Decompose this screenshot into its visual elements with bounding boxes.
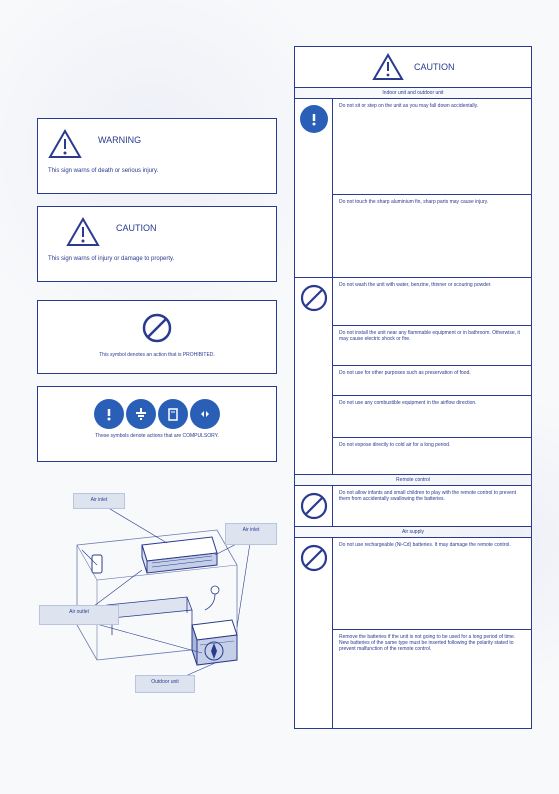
caution-table: CAUTION Indoor unit and outdoor unit Do … xyxy=(294,46,532,729)
warning-triangle-icon xyxy=(48,129,82,159)
compulsory-symbol-box: These symbols denote actions that are CO… xyxy=(37,386,277,462)
unplug-icon xyxy=(158,399,188,429)
ground-icon xyxy=(126,399,156,429)
table-cell: Do not sit or step on the unit as you ma… xyxy=(333,99,531,195)
prohibit-caption: This symbol denotes an action that is PR… xyxy=(46,352,268,358)
diagram-label-air-inlet-indoor: Air inlet xyxy=(73,493,125,509)
table-cell: Do not use for other purposes such as pr… xyxy=(333,366,531,396)
row-icon-cell xyxy=(295,538,333,728)
diagram-label-air-outlet: Air outlet xyxy=(39,605,119,625)
row-text-group: Do not use rechargeable (Ni-Cd) batterie… xyxy=(333,538,531,728)
warning-box: WARNING This sign warns of death or seri… xyxy=(37,118,277,194)
table-cell: Do not install the unit near any flammab… xyxy=(333,326,531,366)
row-text-group: Do not sit or step on the unit as you ma… xyxy=(333,99,531,277)
prohibit-icon xyxy=(142,313,172,343)
table-row: Do not use rechargeable (Ni-Cd) batterie… xyxy=(295,538,531,728)
row-text-group: Do not wash the unit with water, benzine… xyxy=(333,278,531,474)
table-cell: Remove the batteries if the unit is not … xyxy=(333,630,531,728)
caution-box: CAUTION This sign warns of injury or dam… xyxy=(37,206,277,282)
caution-table-header: CAUTION xyxy=(295,47,531,88)
warning-label: WARNING xyxy=(98,135,141,145)
table-cell: Do not expose directly to cold air for a… xyxy=(333,438,531,474)
caution-header-text: CAUTION xyxy=(414,62,455,72)
caution-label: CAUTION xyxy=(116,223,157,233)
prohibit-icon xyxy=(300,544,328,572)
section-sub-remote: Remote control xyxy=(295,475,531,486)
table-row: Do not sit or step on the unit as you ma… xyxy=(295,99,531,278)
prohibit-symbol-box: This symbol denotes an action that is PR… xyxy=(37,300,277,374)
diagram-label-air-inlet-outdoor: Air inlet xyxy=(225,523,277,545)
warning-subtext: This sign warns of death or serious inju… xyxy=(48,168,266,174)
section-sub-air-supply: Air supply xyxy=(295,527,531,538)
table-cell: Do not allow infants and small children … xyxy=(333,486,531,526)
table-cell: Do not touch the sharp aluminium fin, sh… xyxy=(333,195,531,277)
diagram-label-outdoor-unit: Outdoor unit xyxy=(135,675,195,693)
caution-subtext: This sign warns of injury or damage to p… xyxy=(48,256,266,262)
compulsory-caption: These symbols denote actions that are CO… xyxy=(46,433,268,439)
row-icon-cell xyxy=(295,278,333,474)
section-sub-indoor-outdoor: Indoor unit and outdoor unit xyxy=(295,88,531,99)
caution-header-triangle-icon xyxy=(372,53,404,81)
unit-diagram: Air inlet Air inlet Air outlet Outdoor u… xyxy=(37,485,277,700)
exclamation-icon xyxy=(94,399,124,429)
prohibit-icon xyxy=(300,492,328,520)
exclamation-blue-icon xyxy=(300,105,328,133)
left-column: WARNING This sign warns of death or seri… xyxy=(37,118,277,462)
table-row: Do not allow infants and small children … xyxy=(295,486,531,527)
table-row: Do not wash the unit with water, benzine… xyxy=(295,278,531,475)
prohibit-icon xyxy=(300,284,328,312)
diagram-svg xyxy=(37,485,277,700)
compulsory-icon-row xyxy=(46,399,268,429)
row-icon-cell xyxy=(295,486,333,526)
disconnect-icon xyxy=(190,399,220,429)
caution-triangle-icon xyxy=(66,217,100,247)
table-cell: Do not wash the unit with water, benzine… xyxy=(333,278,531,326)
row-icon-cell xyxy=(295,99,333,277)
table-cell: Do not use rechargeable (Ni-Cd) batterie… xyxy=(333,538,531,630)
table-cell: Do not use any combustible equipment in … xyxy=(333,396,531,438)
